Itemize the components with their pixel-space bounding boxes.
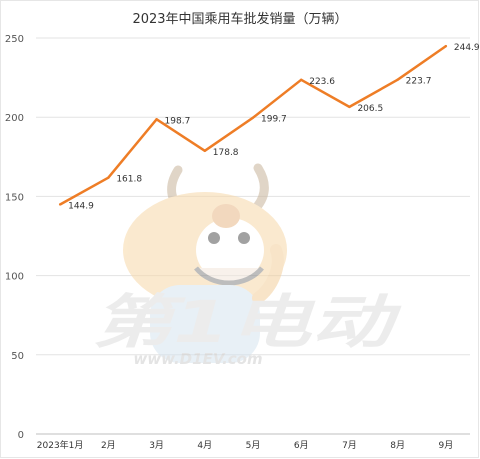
y-tick-label: 0 xyxy=(18,430,24,441)
data-points xyxy=(58,44,448,206)
x-tick-label: 6月 xyxy=(294,440,309,451)
watermark-url: www.D1EV.com xyxy=(133,350,262,368)
gridlines xyxy=(36,37,470,356)
data-label: 223.6 xyxy=(309,77,335,87)
data-label: 161.8 xyxy=(116,175,142,185)
chart-title: 2023年中国乘用车批发销量（万辆） xyxy=(132,11,347,27)
data-labels: 144.9 161.8 198.7 178.8 199.7 223.6 206.5 223.7… xyxy=(68,43,480,211)
watermark-logo-text: 第1电动 xyxy=(92,288,402,356)
x-tick-label: 2023年1月 xyxy=(37,439,84,451)
x-tick-label: 8月 xyxy=(390,440,405,451)
y-axis-tick-labels: 0 50 100 150 200 250 xyxy=(5,34,24,441)
y-tick-label: 50 xyxy=(11,351,24,362)
x-tick-label: 2月 xyxy=(101,440,116,451)
data-label: 198.7 xyxy=(165,116,191,126)
data-point xyxy=(58,203,62,206)
data-label: 199.7 xyxy=(261,115,287,125)
x-tick-label: 9月 xyxy=(439,440,454,451)
y-tick-label: 250 xyxy=(5,34,24,45)
data-point xyxy=(107,176,110,179)
data-label: 223.7 xyxy=(406,77,432,87)
x-tick-label: 3月 xyxy=(149,440,164,451)
y-tick-label: 100 xyxy=(5,272,24,283)
data-label: 144.9 xyxy=(68,201,94,211)
data-point xyxy=(203,149,206,152)
x-tick-label: 7月 xyxy=(342,440,357,451)
x-axis-tick-labels: 2023年1月 2月 3月 4月 5月 6月 7月 8月 9月 xyxy=(37,439,453,451)
x-tick-label: 5月 xyxy=(246,440,261,451)
data-point xyxy=(300,78,303,82)
x-tick-label: 4月 xyxy=(197,440,212,451)
y-tick-label: 200 xyxy=(5,113,24,124)
data-label: 178.8 xyxy=(213,148,239,158)
data-point xyxy=(444,44,448,48)
data-point xyxy=(348,105,351,109)
data-point xyxy=(155,118,158,121)
data-point xyxy=(251,116,255,119)
mascot-illustration xyxy=(123,163,287,363)
y-tick-label: 150 xyxy=(5,192,24,203)
watermark: 第1电动 www.D1EV.com xyxy=(92,163,402,368)
data-label: 244.9 xyxy=(454,43,480,53)
data-point xyxy=(396,78,399,81)
data-label: 206.5 xyxy=(357,104,383,114)
